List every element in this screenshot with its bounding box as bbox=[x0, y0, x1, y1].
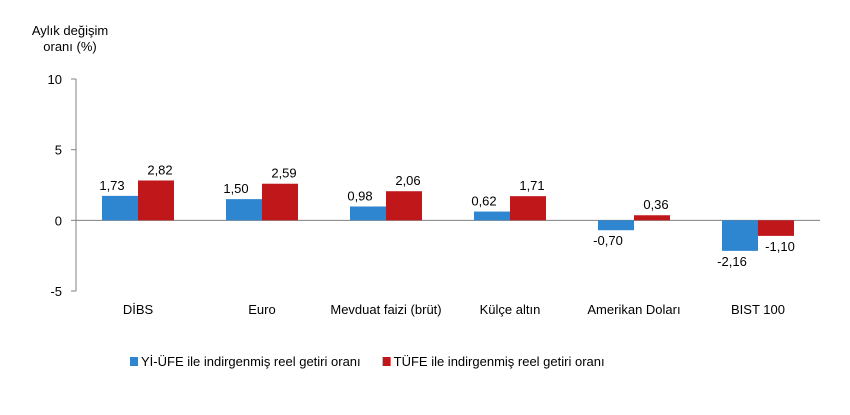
legend-swatch bbox=[382, 357, 391, 366]
y-tick-label: 5 bbox=[55, 143, 62, 158]
legend-swatch bbox=[130, 357, 138, 366]
bar-series-1 bbox=[226, 199, 262, 221]
y-tick-label: 10 bbox=[48, 72, 62, 87]
category-label: BIST 100 bbox=[731, 302, 785, 317]
y-axis-title-line-2: oranı (%) bbox=[43, 39, 96, 54]
data-label: 1,71 bbox=[519, 178, 544, 193]
y-axis-title: Aylık değişim oranı (%) bbox=[32, 23, 108, 54]
legend: Yİ-ÜFE ile indirgenmiş reel getiri oranı… bbox=[130, 354, 605, 369]
bar-series-2 bbox=[138, 180, 174, 221]
legend-label: TÜFE ile indirgenmiş reel getiri oranı bbox=[394, 354, 605, 369]
axes: -5 0 5 10 bbox=[48, 72, 820, 299]
y-axis-title-line-1: Aylık değişim bbox=[32, 23, 108, 38]
data-label: 2,59 bbox=[271, 166, 296, 181]
bar-series-1 bbox=[102, 195, 138, 221]
bar-series-2 bbox=[262, 183, 298, 221]
data-label: -2,16 bbox=[717, 254, 747, 269]
data-label: 0,62 bbox=[471, 194, 496, 209]
category-label: DİBS bbox=[123, 302, 154, 317]
legend-label: Yİ-ÜFE ile indirgenmiş reel getiri oranı bbox=[141, 354, 361, 369]
y-tick-label: -5 bbox=[50, 284, 62, 299]
bar-series-1 bbox=[350, 206, 386, 221]
bar-series-1 bbox=[722, 220, 758, 251]
category-label: Amerikan Doları bbox=[587, 302, 680, 317]
data-label: 0,98 bbox=[347, 188, 372, 203]
bar-series-1 bbox=[598, 220, 634, 231]
bar-series-2 bbox=[634, 215, 670, 221]
category-labels: DİBS Euro Mevduat faizi (brüt) Külçe altın A… bbox=[123, 302, 785, 317]
data-label: 0,36 bbox=[643, 197, 668, 212]
data-label: 1,50 bbox=[223, 181, 248, 196]
bar-series-2 bbox=[386, 191, 422, 221]
data-label: 1,73 bbox=[99, 178, 124, 193]
category-label: Mevduat faizi (brüt) bbox=[330, 302, 441, 317]
bar-series-2 bbox=[510, 196, 546, 221]
data-label: -0,70 bbox=[593, 233, 623, 248]
data-label: 2,82 bbox=[147, 162, 172, 177]
data-label: 2,06 bbox=[395, 173, 420, 188]
y-tick-label: 0 bbox=[55, 213, 62, 228]
bar-series-2 bbox=[758, 220, 794, 236]
data-labels: 1,73 2,82 1,50 2,59 0,98 2,06 0,62 1,71 -0,70 0,3… bbox=[99, 162, 794, 268]
category-label: Külçe altın bbox=[480, 302, 541, 317]
bars bbox=[102, 180, 794, 251]
data-label: -1,10 bbox=[765, 239, 795, 254]
category-label: Euro bbox=[248, 302, 275, 317]
bar-series-1 bbox=[474, 211, 510, 221]
